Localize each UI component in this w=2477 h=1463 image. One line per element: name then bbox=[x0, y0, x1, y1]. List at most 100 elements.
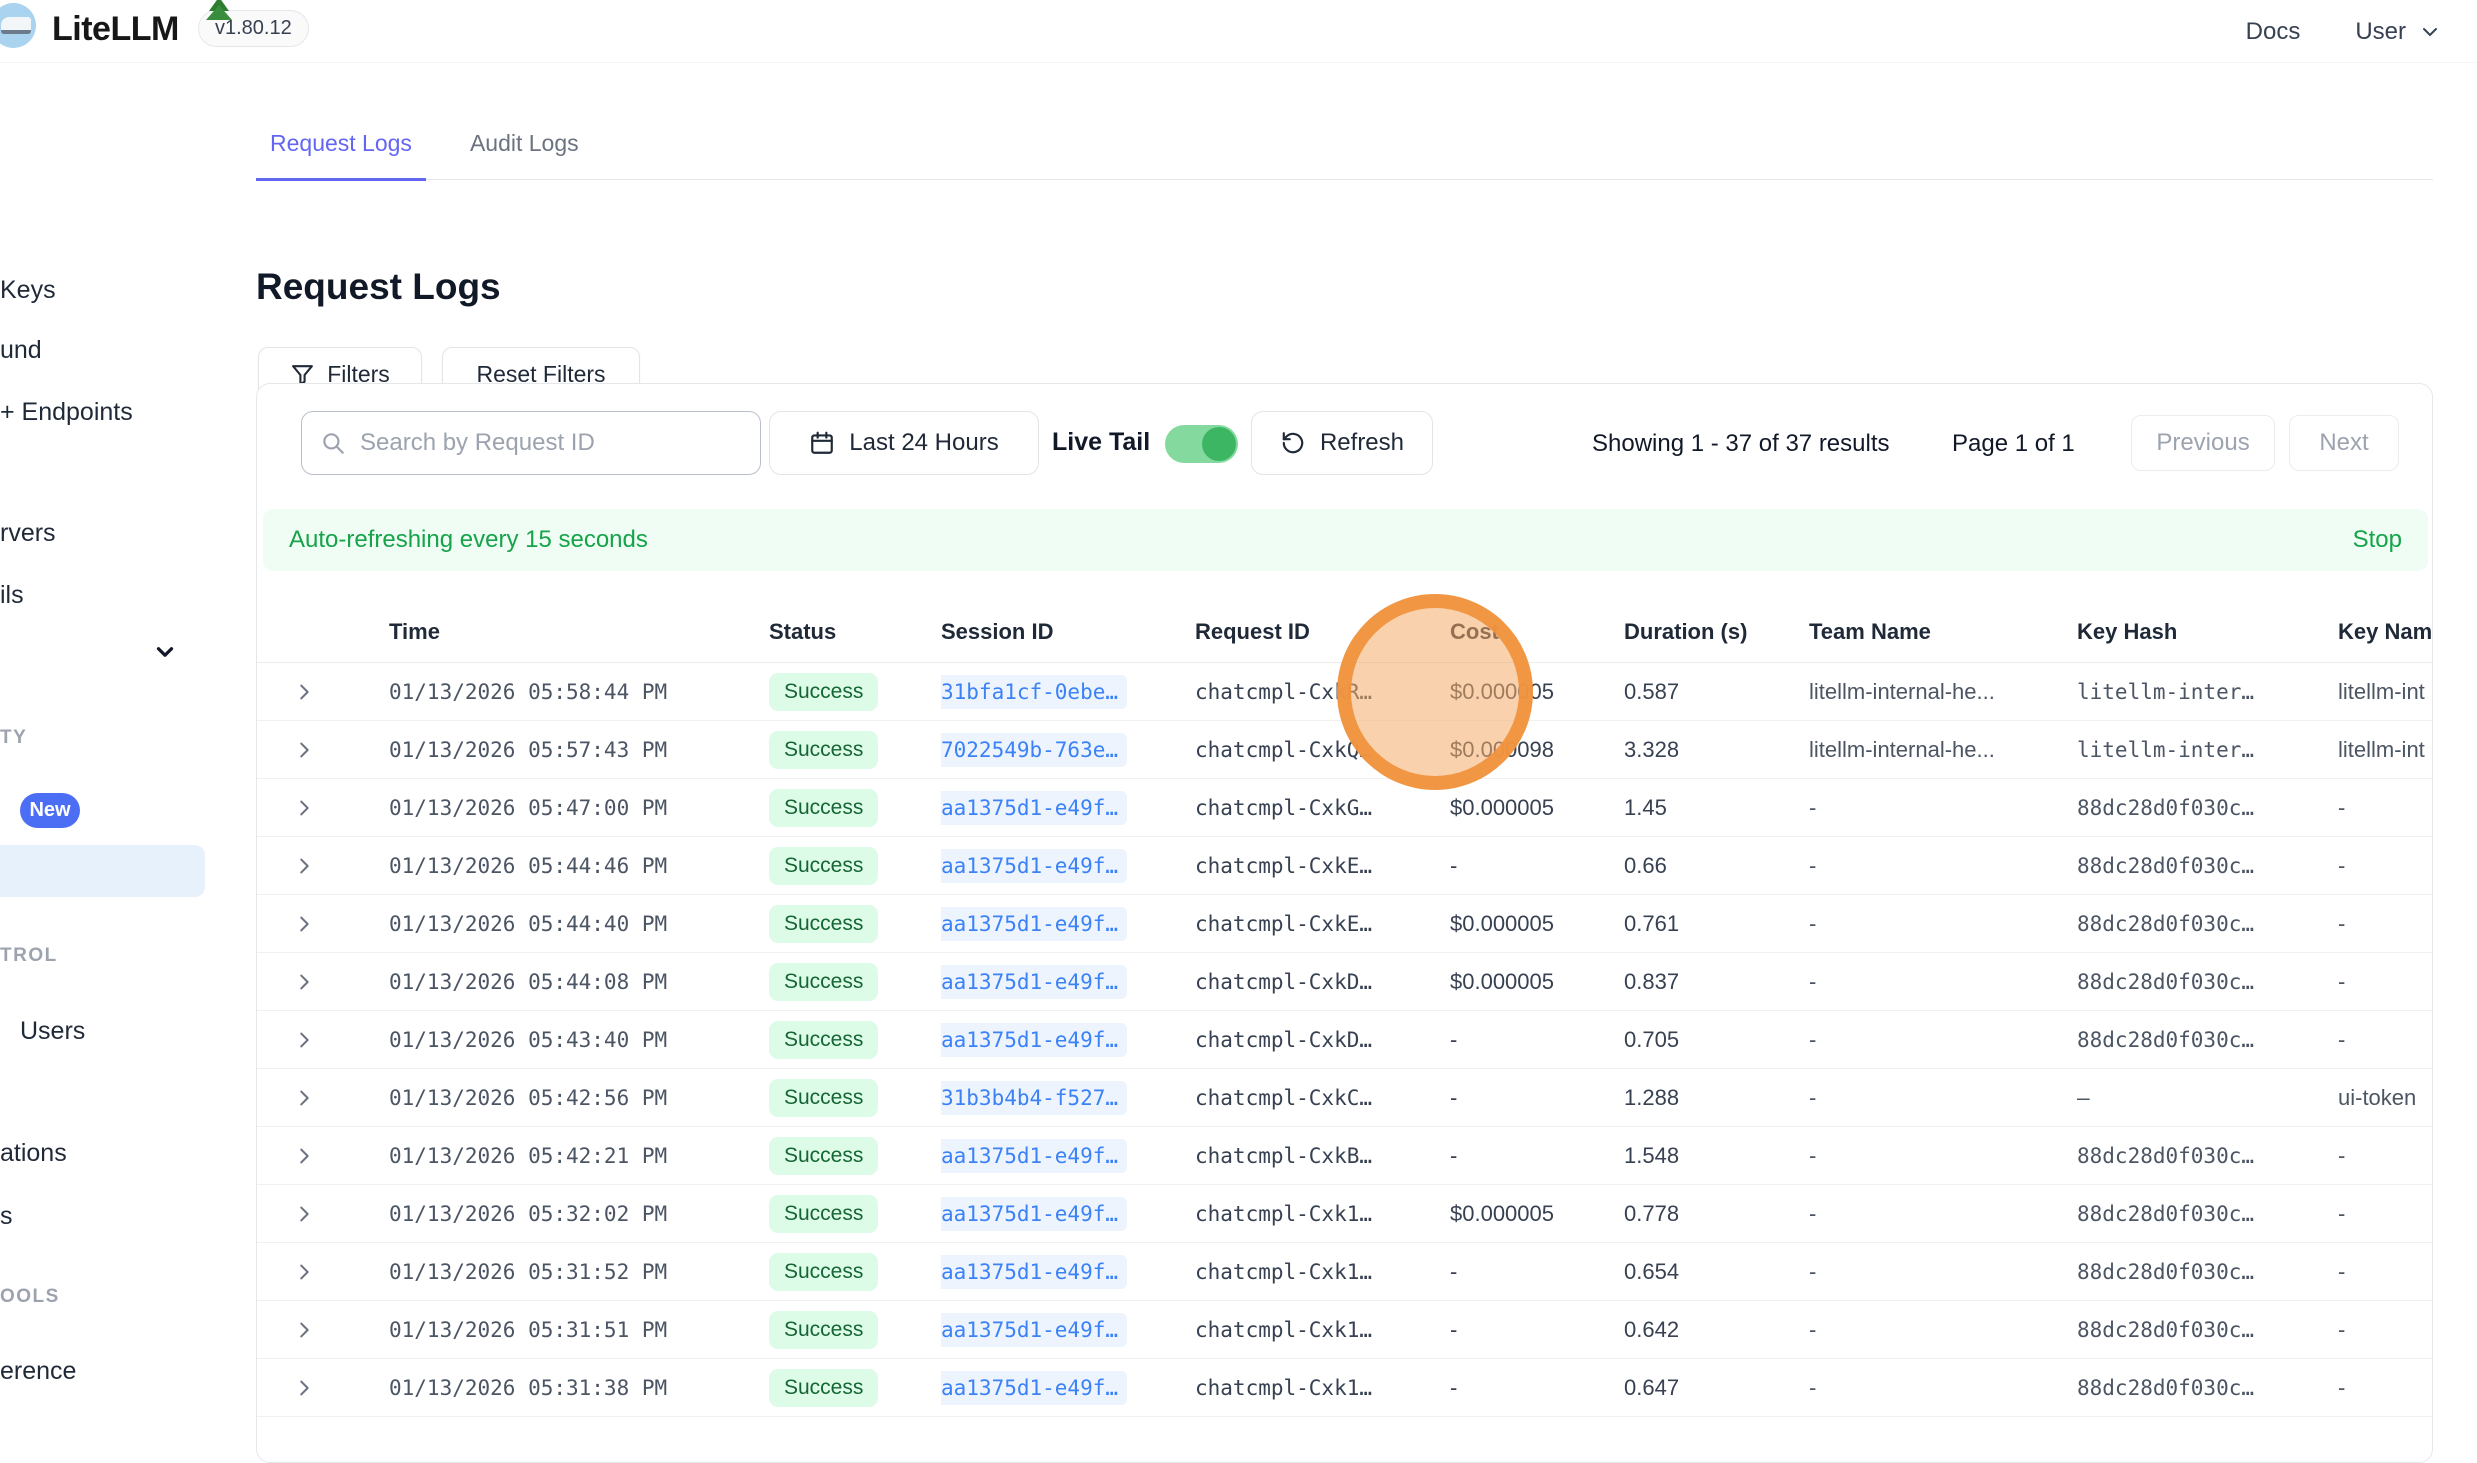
previous-label: Previous bbox=[2156, 429, 2250, 456]
date-range-button[interactable]: Last 24 Hours bbox=[769, 411, 1039, 475]
cell-duration: 0.642 bbox=[1624, 1316, 1680, 1342]
cell-key-hash: 88dc28d0f030c… bbox=[2077, 1027, 2255, 1052]
cell-status: Success bbox=[769, 904, 941, 943]
expand-row-chevron-icon[interactable] bbox=[293, 971, 315, 993]
session-id-link[interactable]: aa1375d1-e49f… bbox=[941, 1370, 1128, 1405]
calendar-icon bbox=[809, 430, 835, 456]
sidebar-item-und[interactable]: und bbox=[0, 336, 42, 364]
sidebar-item-s[interactable]: s bbox=[0, 1202, 13, 1230]
expand-row-chevron-icon[interactable] bbox=[293, 855, 315, 877]
cell-time: 01/13/2026 05:32:02 PM bbox=[389, 1201, 668, 1226]
sidebar-item-keys[interactable]: Keys bbox=[0, 276, 56, 304]
expand-row-chevron-icon[interactable] bbox=[293, 1145, 315, 1167]
cell-cost: - bbox=[1450, 1374, 1458, 1400]
cell-request-id: chatcmpl-CxkD… bbox=[1195, 969, 1373, 994]
session-id-link[interactable]: aa1375d1-e49f… bbox=[941, 1022, 1128, 1057]
session-id-link[interactable]: aa1375d1-e49f… bbox=[941, 1312, 1128, 1347]
filters-button-label: Filters bbox=[327, 361, 390, 387]
cell-cost: $0.000005 bbox=[1450, 1200, 1554, 1226]
cell-session-id: aa1375d1-e49f… bbox=[941, 1370, 1195, 1405]
expand-row-chevron-icon[interactable] bbox=[293, 739, 315, 761]
table-row[interactable]: 01/13/2026 05:44:08 PM Success aa1375d1-e4… bbox=[257, 953, 2432, 1011]
cell-cost: - bbox=[1450, 1316, 1458, 1342]
session-id-link[interactable]: aa1375d1-e49f… bbox=[941, 848, 1128, 883]
session-id-link[interactable]: aa1375d1-e49f… bbox=[941, 790, 1128, 825]
sidebar-item-ations[interactable]: ations bbox=[0, 1139, 67, 1167]
session-id-link[interactable]: aa1375d1-e49f… bbox=[941, 906, 1128, 941]
cell-key-name: - bbox=[2338, 794, 2346, 820]
search-input[interactable] bbox=[360, 429, 742, 457]
sidebar-item-users[interactable]: Users bbox=[20, 1017, 86, 1045]
cell-request-id: chatcmpl-CxkC… bbox=[1195, 1085, 1373, 1110]
session-id-link[interactable]: aa1375d1-e49f… bbox=[941, 1138, 1128, 1173]
expand-row-chevron-icon[interactable] bbox=[293, 1087, 315, 1109]
next-page-button[interactable]: Next bbox=[2289, 415, 2399, 471]
cell-time: 01/13/2026 05:58:44 PM bbox=[389, 679, 668, 704]
sidebar-item--endpoints[interactable]: + Endpoints bbox=[0, 398, 133, 426]
previous-page-button[interactable]: Previous bbox=[2131, 415, 2275, 471]
status-badge: Success bbox=[769, 1020, 879, 1059]
tab-audit-logs[interactable]: Audit Logs bbox=[469, 130, 579, 156]
sidebar-item-erence[interactable]: erence bbox=[0, 1357, 77, 1385]
cell-duration: 1.548 bbox=[1624, 1142, 1680, 1168]
column-header-key-name: Key Name bbox=[2338, 618, 2433, 644]
session-id-link[interactable]: aa1375d1-e49f… bbox=[941, 1196, 1128, 1231]
status-badge: Success bbox=[769, 1252, 879, 1291]
cell-request-id: chatcmpl-Cxk1… bbox=[1195, 1201, 1373, 1226]
table-row[interactable]: 01/13/2026 05:31:51 PM Success aa1375d1-e4… bbox=[257, 1301, 2432, 1359]
cell-key-hash: 88dc28d0f030c… bbox=[2077, 1317, 2255, 1342]
cell-session-id: aa1375d1-e49f… bbox=[941, 1312, 1195, 1347]
cell-duration: 0.837 bbox=[1624, 968, 1680, 994]
cell-request-id: chatcmpl-Cxk1… bbox=[1195, 1259, 1373, 1284]
expand-row-chevron-icon[interactable] bbox=[293, 1377, 315, 1399]
expand-row-chevron-icon[interactable] bbox=[293, 913, 315, 935]
live-tail-toggle[interactable] bbox=[1165, 425, 1238, 463]
table-row[interactable]: 01/13/2026 05:47:00 PM Success aa1375d1-e4… bbox=[257, 779, 2432, 837]
cell-session-id: aa1375d1-e49f… bbox=[941, 848, 1195, 883]
cell-team-name: - bbox=[1809, 1200, 1817, 1226]
expand-row-chevron-icon[interactable] bbox=[293, 1203, 315, 1225]
cell-time: 01/13/2026 05:57:43 PM bbox=[389, 737, 668, 762]
cell-time: 01/13/2026 05:31:52 PM bbox=[389, 1259, 668, 1284]
table-row[interactable]: 01/13/2026 05:43:40 PM Success aa1375d1-e4… bbox=[257, 1011, 2432, 1069]
expand-row-chevron-icon[interactable] bbox=[293, 1029, 315, 1051]
session-id-link[interactable]: aa1375d1-e49f… bbox=[941, 1254, 1128, 1289]
stop-auto-refresh-button[interactable]: Stop bbox=[2352, 526, 2402, 553]
live-tail-label: Live Tail bbox=[1052, 428, 1151, 456]
cell-status: Success bbox=[769, 1020, 941, 1059]
session-id-link[interactable]: 31b3b4b4-f527… bbox=[941, 1080, 1128, 1115]
table-row[interactable]: 01/13/2026 05:42:56 PM Success 31b3b4b4-f5… bbox=[257, 1069, 2432, 1127]
cell-status: Success bbox=[769, 846, 941, 885]
session-id-link[interactable]: aa1375d1-e49f… bbox=[941, 964, 1128, 999]
cell-session-id: aa1375d1-e49f… bbox=[941, 1138, 1195, 1173]
expand-row-chevron-icon[interactable] bbox=[293, 681, 315, 703]
expand-row-chevron-icon[interactable] bbox=[293, 1319, 315, 1341]
cell-session-id: aa1375d1-e49f… bbox=[941, 1196, 1195, 1231]
sidebar-item-ils[interactable]: ils bbox=[0, 581, 24, 609]
docs-link[interactable]: Docs bbox=[2245, 17, 2301, 45]
table-row[interactable]: 01/13/2026 05:57:43 PM Success 7022549b-76… bbox=[257, 721, 2432, 779]
sidebar-selected-item[interactable] bbox=[0, 845, 205, 897]
cell-time: 01/13/2026 05:44:46 PM bbox=[389, 853, 668, 878]
sidebar-collapse-chevron-icon[interactable] bbox=[152, 639, 178, 665]
table-row[interactable]: 01/13/2026 05:44:46 PM Success aa1375d1-e4… bbox=[257, 837, 2432, 895]
table-row[interactable]: 01/13/2026 05:44:40 PM Success aa1375d1-e4… bbox=[257, 895, 2432, 953]
table-row[interactable]: 01/13/2026 05:31:52 PM Success aa1375d1-e4… bbox=[257, 1243, 2432, 1301]
user-menu[interactable]: User bbox=[2355, 18, 2442, 46]
cell-time: 01/13/2026 05:42:21 PM bbox=[389, 1143, 668, 1168]
refresh-button[interactable]: Refresh bbox=[1251, 411, 1433, 475]
table-row[interactable]: 01/13/2026 05:31:38 PM Success aa1375d1-e4… bbox=[257, 1359, 2432, 1417]
cell-session-id: aa1375d1-e49f… bbox=[941, 964, 1195, 999]
table-row[interactable]: 01/13/2026 05:42:21 PM Success aa1375d1-e4… bbox=[257, 1127, 2432, 1185]
table-row[interactable]: 01/13/2026 05:32:02 PM Success aa1375d1-e4… bbox=[257, 1185, 2432, 1243]
expand-row-chevron-icon[interactable] bbox=[293, 1261, 315, 1283]
session-id-link[interactable]: 31bfa1cf-0ebe… bbox=[941, 674, 1128, 709]
user-menu-label: User bbox=[2355, 17, 2406, 45]
tab-request-logs[interactable]: Request Logs bbox=[256, 130, 426, 181]
table-row[interactable]: 01/13/2026 05:58:44 PM Success 31bfa1cf-0e… bbox=[257, 663, 2432, 721]
cell-status: Success bbox=[769, 1252, 941, 1291]
sidebar-item-rvers[interactable]: rvers bbox=[0, 519, 56, 547]
session-id-link[interactable]: 7022549b-763e… bbox=[941, 732, 1128, 767]
expand-row-chevron-icon[interactable] bbox=[293, 797, 315, 819]
column-header-time: Time bbox=[389, 618, 440, 644]
